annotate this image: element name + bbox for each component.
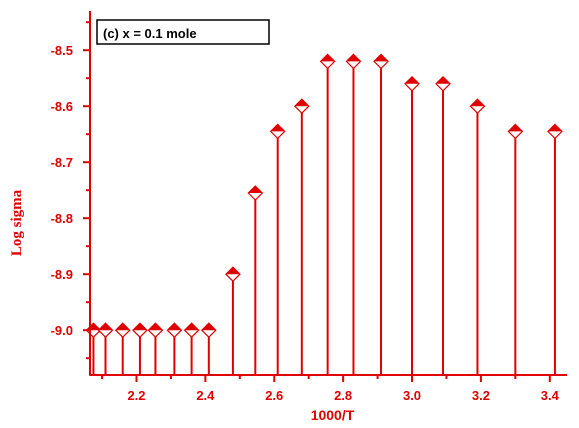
marker-top-half xyxy=(201,323,216,331)
data-point-marker xyxy=(319,53,336,70)
y-tick-label: -8.7 xyxy=(51,155,73,170)
annotation-box xyxy=(96,19,270,45)
data-point-marker xyxy=(247,185,264,201)
y-axis-label: Log sigma xyxy=(9,189,25,256)
y-tick-label: -8.9 xyxy=(51,267,73,282)
x-axis-label: 1000/T xyxy=(311,407,355,423)
data-point-marker xyxy=(269,123,286,140)
marker-top-half xyxy=(148,323,163,331)
data-point-marker xyxy=(547,123,563,140)
marker-top-half xyxy=(470,99,485,107)
marker-top-half xyxy=(294,99,309,107)
marker-top-half xyxy=(184,323,199,331)
marker-top-half xyxy=(320,54,335,62)
data-point-marker xyxy=(404,75,420,92)
stem-series xyxy=(85,53,563,375)
y-tick-label: -8.6 xyxy=(51,99,73,114)
data-point-marker xyxy=(345,53,362,70)
annotation-text: (c) x = 0.1 mole xyxy=(103,26,197,41)
marker-top-half xyxy=(270,124,285,132)
x-tick-label: 2.8 xyxy=(334,388,352,403)
annotation: (c) x = 0.1 mole xyxy=(96,19,270,45)
marker-top-half xyxy=(508,124,523,132)
marker-top-half xyxy=(248,186,263,193)
marker-top-half xyxy=(167,323,182,331)
data-point-marker xyxy=(132,322,148,339)
data-point-marker xyxy=(507,123,524,140)
axes: 2.2 2.4 2.6 2.8 3.0 3.2 3.4 -9.0 -8.9 -8.8 -8.7 -8.… xyxy=(51,11,567,403)
data-point-marker xyxy=(166,322,183,339)
marker-top-half xyxy=(436,76,451,84)
y-tick-label: -9.0 xyxy=(51,323,73,338)
data-point-marker xyxy=(225,266,241,283)
data-point-marker xyxy=(114,322,131,339)
marker-top-half xyxy=(225,267,240,275)
data-point-marker xyxy=(435,75,451,92)
marker-top-half xyxy=(405,76,420,84)
data-point-marker xyxy=(373,53,389,70)
marker-top-half xyxy=(346,54,361,62)
x-tick-label: 2.6 xyxy=(265,388,283,403)
data-point-marker xyxy=(147,322,164,339)
marker-top-half xyxy=(86,323,101,331)
x-tick-label: 3.2 xyxy=(472,388,490,403)
marker-top-half xyxy=(115,323,130,331)
marker-top-half xyxy=(374,54,389,62)
x-tick-label: 2.4 xyxy=(196,388,215,403)
data-point-marker xyxy=(200,322,217,339)
data-point-marker xyxy=(97,322,114,339)
y-tick-label: -8.8 xyxy=(51,211,73,226)
data-point-marker xyxy=(469,98,486,115)
y-tick-label: -8.5 xyxy=(51,43,73,58)
data-point-marker xyxy=(293,98,310,115)
x-tick-label: 2.2 xyxy=(127,388,145,403)
x-tick-label: 3.4 xyxy=(541,388,560,403)
data-point-marker xyxy=(183,322,200,339)
x-tick-label: 3.0 xyxy=(403,388,421,403)
marker-top-half xyxy=(132,323,147,331)
marker-top-half xyxy=(547,124,562,132)
marker-top-half xyxy=(98,323,113,331)
